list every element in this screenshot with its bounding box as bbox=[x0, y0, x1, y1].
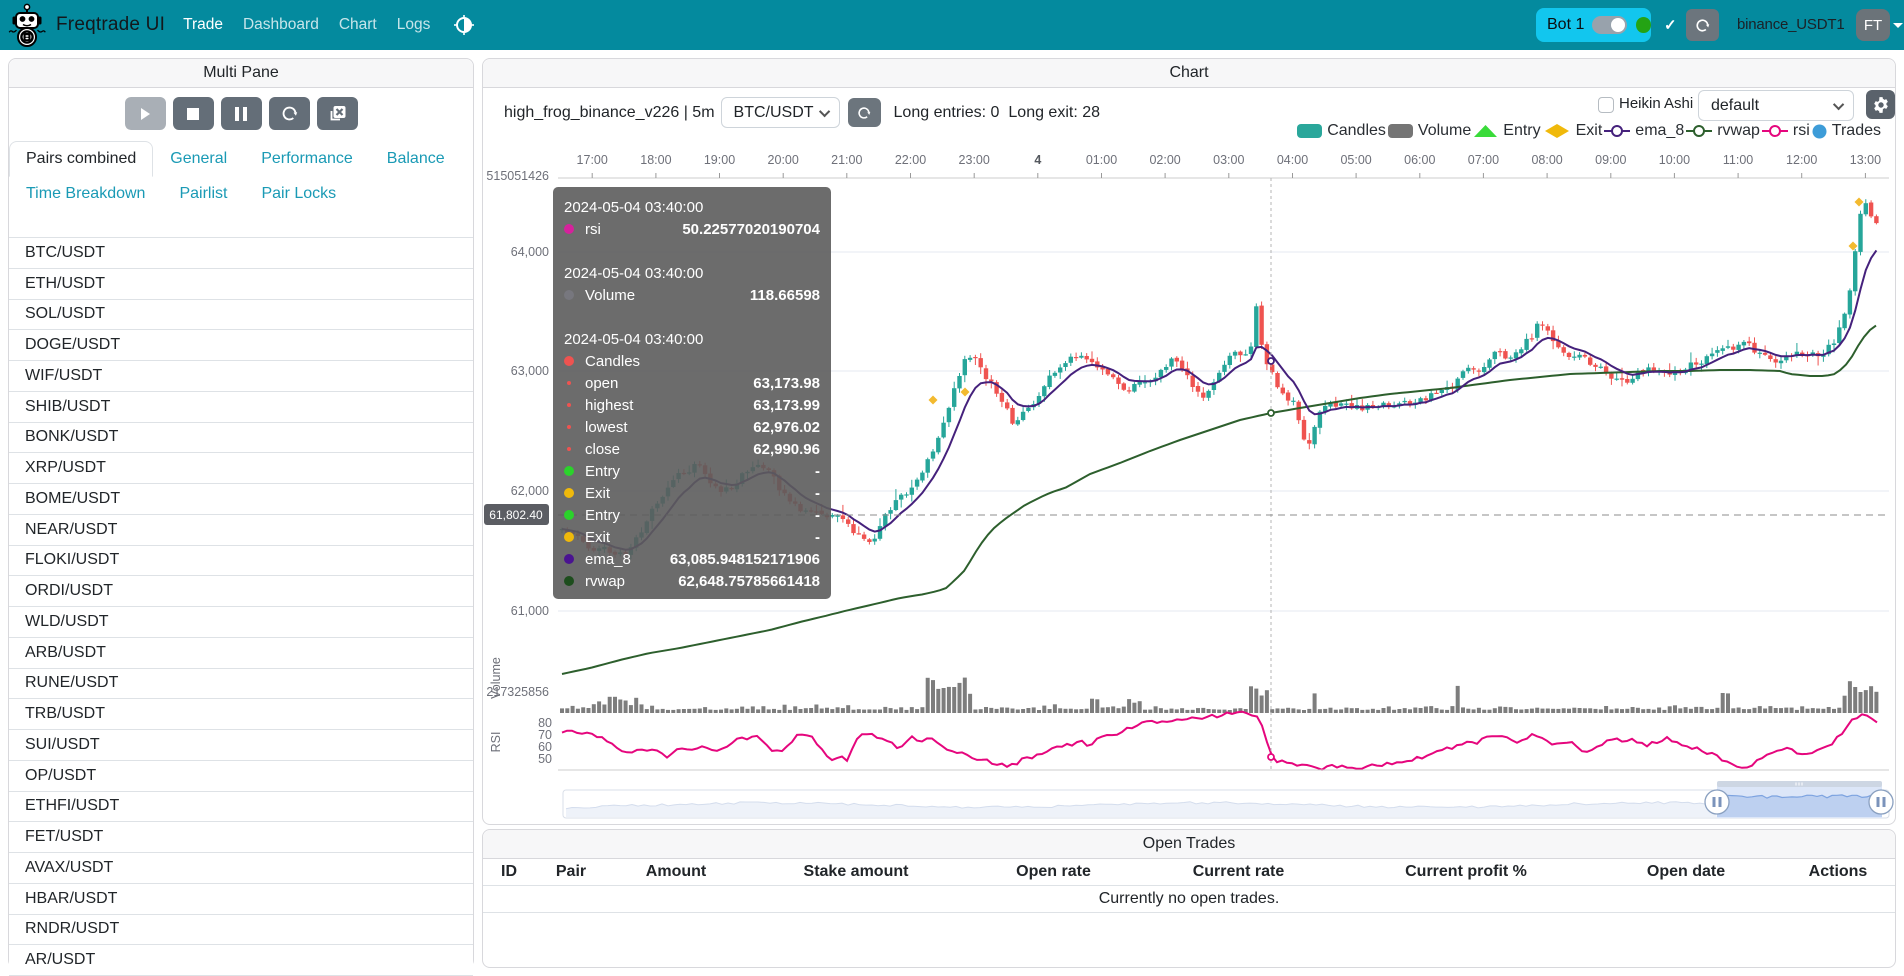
svg-text:50: 50 bbox=[538, 752, 552, 766]
svg-text:01:00: 01:00 bbox=[1086, 153, 1117, 167]
svg-text:64,000: 64,000 bbox=[511, 245, 549, 259]
svg-text:61,000: 61,000 bbox=[511, 604, 549, 618]
svg-text:03:00: 03:00 bbox=[1213, 153, 1244, 167]
svg-text:07:00: 07:00 bbox=[1468, 153, 1499, 167]
svg-text:04:00: 04:00 bbox=[1277, 153, 1308, 167]
svg-text:23:00: 23:00 bbox=[959, 153, 990, 167]
svg-text:19:00: 19:00 bbox=[704, 153, 735, 167]
svg-text:11:00: 11:00 bbox=[1723, 153, 1753, 167]
svg-text:RSI: RSI bbox=[489, 732, 503, 753]
svg-text:22:00: 22:00 bbox=[895, 153, 926, 167]
svg-text:13:00: 13:00 bbox=[1850, 153, 1881, 167]
svg-text:10:00: 10:00 bbox=[1659, 153, 1690, 167]
svg-text:02:00: 02:00 bbox=[1149, 153, 1180, 167]
svg-text:63,000: 63,000 bbox=[511, 364, 549, 378]
svg-text:12:00: 12:00 bbox=[1786, 153, 1817, 167]
svg-text:217325856: 217325856 bbox=[486, 685, 549, 699]
svg-text:09:00: 09:00 bbox=[1595, 153, 1626, 167]
svg-text:08:00: 08:00 bbox=[1531, 153, 1562, 167]
svg-text:61,802.40: 61,802.40 bbox=[489, 508, 543, 522]
svg-text:18:00: 18:00 bbox=[640, 153, 671, 167]
svg-text:4: 4 bbox=[1034, 153, 1041, 167]
svg-text:17:00: 17:00 bbox=[577, 153, 608, 167]
svg-text:Volume: Volume bbox=[489, 657, 503, 699]
svg-text:515051426: 515051426 bbox=[486, 169, 549, 183]
svg-text:05:00: 05:00 bbox=[1340, 153, 1371, 167]
svg-text:60: 60 bbox=[538, 740, 552, 754]
svg-text:70: 70 bbox=[538, 728, 552, 742]
svg-text:21:00: 21:00 bbox=[831, 153, 862, 167]
svg-text:62,000: 62,000 bbox=[511, 484, 549, 498]
svg-text:80: 80 bbox=[538, 716, 552, 730]
svg-text:06:00: 06:00 bbox=[1404, 153, 1435, 167]
svg-text:20:00: 20:00 bbox=[768, 153, 799, 167]
